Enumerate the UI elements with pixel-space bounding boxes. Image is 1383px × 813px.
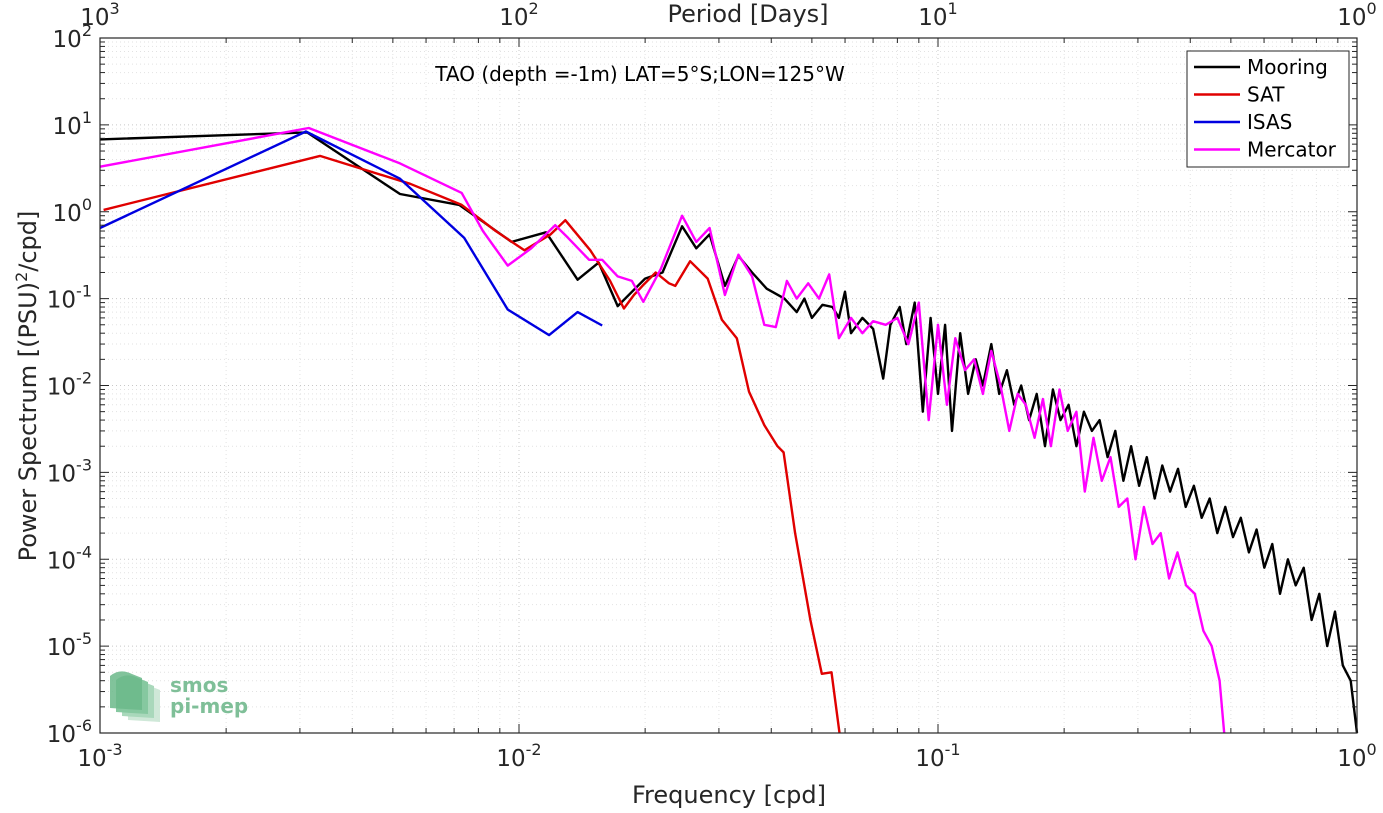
series-line-sat (103, 154, 841, 734)
y-tick-label-exponent: -3 (76, 455, 92, 474)
y-tick-label-base: 10 (53, 27, 82, 53)
y-tick-label-exponent: -4 (76, 542, 92, 561)
series-group (99, 126, 1359, 734)
top-tick-label: 101 (918, 0, 957, 31)
top-tick-label: 102 (499, 0, 538, 31)
y-tick-label-base: 10 (47, 461, 76, 487)
x-tick-label-exponent: -2 (526, 740, 542, 759)
x-tick-label-base: 10 (1337, 746, 1366, 772)
y-tick-label: 102 (53, 21, 92, 53)
legend-label-sat: SAT (1247, 83, 1285, 107)
y-tick-label: 10-6 (47, 716, 92, 748)
smos-pi-mep-logo: smos pi-mep (110, 671, 248, 722)
top-tick-label-base: 10 (80, 5, 109, 31)
x-axis-label: Frequency [cpd] (632, 781, 826, 809)
y-axis-label: Power Spectrum [(PSU)2/cpd] (12, 211, 42, 562)
chart-annotation: TAO (depth =-1m) LAT=5°S;LON=125°W (434, 62, 845, 86)
logo-text-pi-mep: pi-mep (170, 694, 248, 718)
top-tick-label-exponent: 1 (948, 0, 958, 18)
y-tick-label: 10-4 (47, 542, 92, 574)
x-tick-label-base: 10 (496, 746, 525, 772)
y-tick-label-exponent: 2 (82, 21, 92, 40)
y-tick-label: 10-3 (47, 455, 92, 487)
y-tick-label-base: 10 (47, 722, 76, 748)
y-tick-label-base: 10 (47, 635, 76, 661)
legend-label-isas: ISAS (1247, 110, 1292, 134)
x-tick-label-base: 10 (915, 746, 944, 772)
x-tick-label: 100 (1337, 740, 1376, 772)
y-tick-label-exponent: -5 (76, 629, 92, 648)
top-tick-label-exponent: 3 (110, 0, 120, 18)
logo-mark (110, 671, 160, 722)
y-axis-label-post: /cpd] (14, 211, 42, 272)
y-axis-label-sup: 2 (12, 272, 31, 282)
series-line-mooring (99, 131, 1359, 734)
logo-text-smos: smos (170, 673, 228, 697)
top-tick-label: 100 (1337, 0, 1376, 31)
legend: Mooring SAT ISAS Mercator (1186, 50, 1350, 168)
legend-entries: Mooring SAT ISAS Mercator (1194, 55, 1337, 162)
y-tick-label-base: 10 (53, 201, 82, 227)
y-tick-label-base: 10 (53, 114, 82, 140)
legend-label-mercator: Mercator (1247, 138, 1337, 162)
y-tick-label-exponent: 1 (82, 108, 92, 127)
y-tick-label: 100 (53, 195, 92, 227)
y-tick-label: 10-1 (47, 282, 92, 314)
x-tick-label-exponent: 0 (1367, 740, 1377, 759)
top-tick-label-base: 10 (499, 5, 528, 31)
series-line-mercator (99, 126, 1226, 734)
y-tick-label-exponent: 0 (82, 195, 92, 214)
top-tick-label-base: 10 (918, 5, 947, 31)
y-tick-label: 101 (53, 108, 92, 140)
legend-label-mooring: Mooring (1247, 55, 1328, 79)
y-tick-label-base: 10 (47, 375, 76, 401)
legend-box (1186, 50, 1350, 168)
y-tick-label-base: 10 (47, 288, 76, 314)
top-tick-label-base: 10 (1337, 5, 1366, 31)
y-axis-label-pre: Power Spectrum [(PSU) (14, 282, 42, 561)
top-tick-label-exponent: 0 (1367, 0, 1377, 18)
y-tick-label-base: 10 (47, 548, 76, 574)
y-tick-label-exponent: -1 (76, 282, 92, 301)
x-tick-label: 10-1 (915, 740, 960, 772)
series-line-isas (99, 130, 603, 337)
y-tick-label-exponent: -6 (76, 716, 92, 735)
x-tick-label: 10-2 (496, 740, 541, 772)
y-tick-label: 10-5 (47, 629, 92, 661)
x-tick-label-exponent: -1 (945, 740, 961, 759)
x-tick-label-base: 10 (77, 746, 106, 772)
top-axis-label: Period [Days] (667, 0, 828, 28)
grid (99, 38, 1357, 734)
x-tick-label: 10-3 (77, 740, 122, 772)
top-tick-label: 103 (80, 0, 119, 31)
top-tick-label-exponent: 2 (529, 0, 539, 18)
y-tick-label-exponent: -2 (76, 369, 92, 388)
y-tick-label: 10-2 (47, 369, 92, 401)
tick-marks (99, 37, 1358, 734)
x-tick-label-exponent: -3 (107, 740, 123, 759)
